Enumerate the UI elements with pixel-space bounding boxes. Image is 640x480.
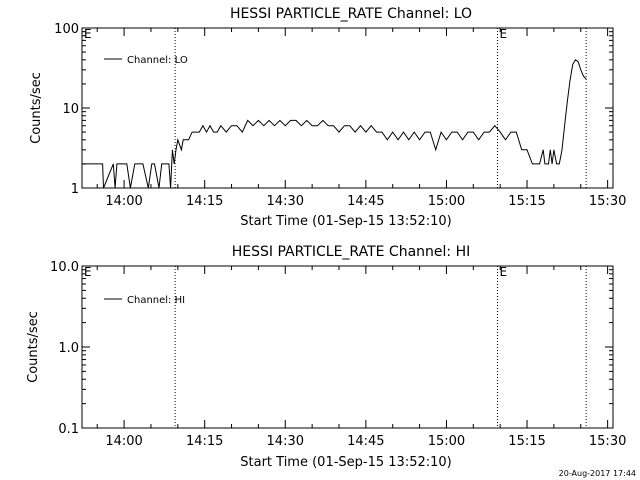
- x-tick-label: 15:15: [508, 434, 545, 449]
- plot-frame: [81, 265, 614, 429]
- corner-label: E: [84, 27, 92, 41]
- x-tick-label: 14:00: [105, 194, 142, 209]
- footer-timestamp: 20-Aug-2017 17:44: [559, 469, 636, 478]
- y-axis-label: Counts/sec: [26, 311, 41, 383]
- x-axis-label: Start Time (01-Sep-15 13:52:10): [240, 455, 451, 470]
- x-tick-label: 14:15: [186, 194, 223, 209]
- x-tick-label: 15:00: [428, 434, 465, 449]
- event-line-layer: E: [174, 27, 587, 188]
- series-line: [82, 59, 587, 189]
- x-axis-label: Start Time (01-Sep-15 13:52:10): [240, 214, 451, 229]
- corner-label: E: [84, 265, 92, 279]
- event-line-layer: E: [174, 265, 587, 428]
- x-tick-label: 15:15: [508, 194, 545, 209]
- x-tick-label: 15:30: [589, 194, 626, 209]
- x-tick-label: 14:30: [267, 434, 304, 449]
- series-layer: [82, 59, 587, 189]
- panel-hi: HESSI PARTICLE_RATE Channel: HI Start Ti…: [26, 244, 626, 470]
- tick-layer: 14:00 14:15 14:30 14:45 15:00 15:15 15:30 1 10 10…: [54, 22, 626, 209]
- x-tick-label: 14:45: [347, 434, 384, 449]
- y-tick-label: 100: [54, 22, 79, 37]
- x-tick-label: 14:15: [186, 434, 223, 449]
- x-tick-label: 14:45: [347, 194, 384, 209]
- y-tick-label: 10.0: [50, 260, 79, 275]
- x-tick-label: 15:30: [589, 434, 626, 449]
- y-tick-label: 0.1: [58, 422, 79, 437]
- chart-title: HESSI PARTICLE_RATE Channel: HI: [232, 244, 470, 260]
- tick-layer: 14:00 14:15 14:30 14:45 15:00 15:15 15:30 0.1 1.…: [50, 260, 626, 449]
- y-tick-label: 1.0: [58, 341, 79, 356]
- x-tick-label: 15:00: [428, 194, 465, 209]
- chart-title: HESSI PARTICLE_RATE Channel: LO: [230, 6, 472, 22]
- event-label: E: [499, 27, 507, 41]
- panel-lo: HESSI PARTICLE_RATE Channel: LO Start Ti…: [29, 6, 626, 229]
- x-tick-label: 14:00: [105, 434, 142, 449]
- y-tick-label: 10: [62, 102, 79, 117]
- y-tick-label: 1: [71, 182, 79, 197]
- event-label: E: [499, 265, 507, 279]
- legend-label: Channel: LO: [127, 55, 188, 66]
- x-tick-label: 14:30: [267, 194, 304, 209]
- legend-label: Channel: HI: [127, 295, 185, 306]
- y-axis-label: Counts/sec: [29, 72, 44, 144]
